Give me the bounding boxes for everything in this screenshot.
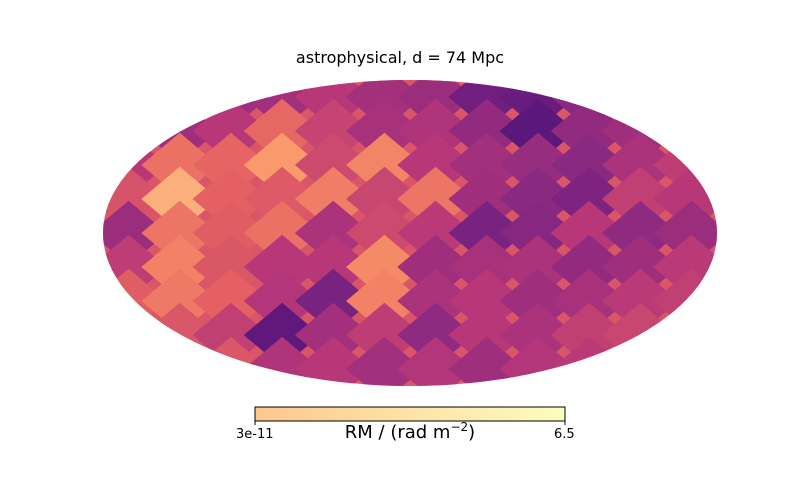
sky-pixel xyxy=(346,268,423,334)
sky-pixel xyxy=(294,98,372,164)
sky-pixel xyxy=(103,80,167,130)
sky-pixel xyxy=(397,132,474,198)
sky-pixel xyxy=(346,200,423,266)
sky-pixel xyxy=(243,302,321,368)
colorbar-tick-label-max: 6.5 xyxy=(554,427,575,442)
sky-pixel xyxy=(550,234,628,300)
sky-pixel xyxy=(448,132,526,198)
sky-pixel xyxy=(397,302,474,368)
sky-pixel xyxy=(141,268,219,334)
sky-pixel xyxy=(653,200,717,266)
sky-pixel xyxy=(550,200,628,266)
sky-pixel xyxy=(243,268,321,334)
sky-pixel xyxy=(294,234,372,300)
sky-pixel xyxy=(141,234,219,300)
sky-pixel xyxy=(243,166,321,232)
sky-pixel xyxy=(397,234,474,300)
sky-pixel xyxy=(601,132,679,198)
sky-pixel xyxy=(294,132,372,198)
sky-pixel xyxy=(141,200,219,266)
sky-pixel xyxy=(243,132,321,198)
sky-pixel xyxy=(141,166,219,232)
sky-pixel xyxy=(499,234,577,300)
sky-pixel xyxy=(294,302,372,368)
sky-pixel xyxy=(192,166,270,232)
sky-pixel xyxy=(243,234,321,300)
sky-pixel xyxy=(653,336,717,386)
chart-title: astrophysical, d = 74 Mpc xyxy=(295,48,505,67)
sky-pixel xyxy=(448,268,526,334)
sky-pixel xyxy=(499,132,577,198)
sky-pixel xyxy=(448,234,526,300)
sky-pixel xyxy=(448,166,526,232)
sky-pixel xyxy=(550,268,628,334)
sky-pixel xyxy=(294,166,372,232)
sky-pixel xyxy=(653,80,717,130)
colorbar-tick-label-min: 3e-11 xyxy=(236,427,274,442)
sky-pixel xyxy=(346,132,423,198)
sky-pixel xyxy=(243,98,321,164)
sky-pixel xyxy=(346,234,423,300)
sky-pixel xyxy=(346,166,423,232)
sky-pixel xyxy=(448,302,526,368)
sky-pixel xyxy=(243,200,321,266)
sky-pixel xyxy=(346,98,423,164)
sky-pixel xyxy=(397,166,474,232)
sky-pixel xyxy=(346,302,423,368)
sky-pixel xyxy=(448,98,526,164)
sky-pixel xyxy=(294,200,372,266)
sky-pixel xyxy=(550,166,628,232)
colorbar xyxy=(254,406,566,422)
sky-pixel xyxy=(499,166,577,232)
sky-pixel xyxy=(499,268,577,334)
sky-pixel xyxy=(103,336,167,386)
sky-pixel xyxy=(601,234,679,300)
sky-pixel xyxy=(192,200,270,266)
sky-pixel xyxy=(294,268,372,334)
sky-pixel xyxy=(397,98,474,164)
sky-pixel xyxy=(601,166,679,232)
sky-pixel xyxy=(192,268,270,334)
sky-pixel xyxy=(397,268,474,334)
colorbar-label: RM / (rad m−2) xyxy=(344,420,476,443)
sky-pixel xyxy=(499,98,577,164)
sky-pixel xyxy=(550,132,628,198)
sky-pixel xyxy=(499,200,577,266)
sky-pixel xyxy=(601,200,679,266)
sky-pixel xyxy=(192,234,270,300)
sky-pixel xyxy=(141,132,219,198)
sky-pixel xyxy=(448,200,526,266)
sky-pixel xyxy=(103,200,167,266)
sky-pixel xyxy=(499,302,577,368)
sky-pixel xyxy=(397,200,474,266)
sky-pixel xyxy=(192,132,270,198)
sky-pixel xyxy=(601,268,679,334)
